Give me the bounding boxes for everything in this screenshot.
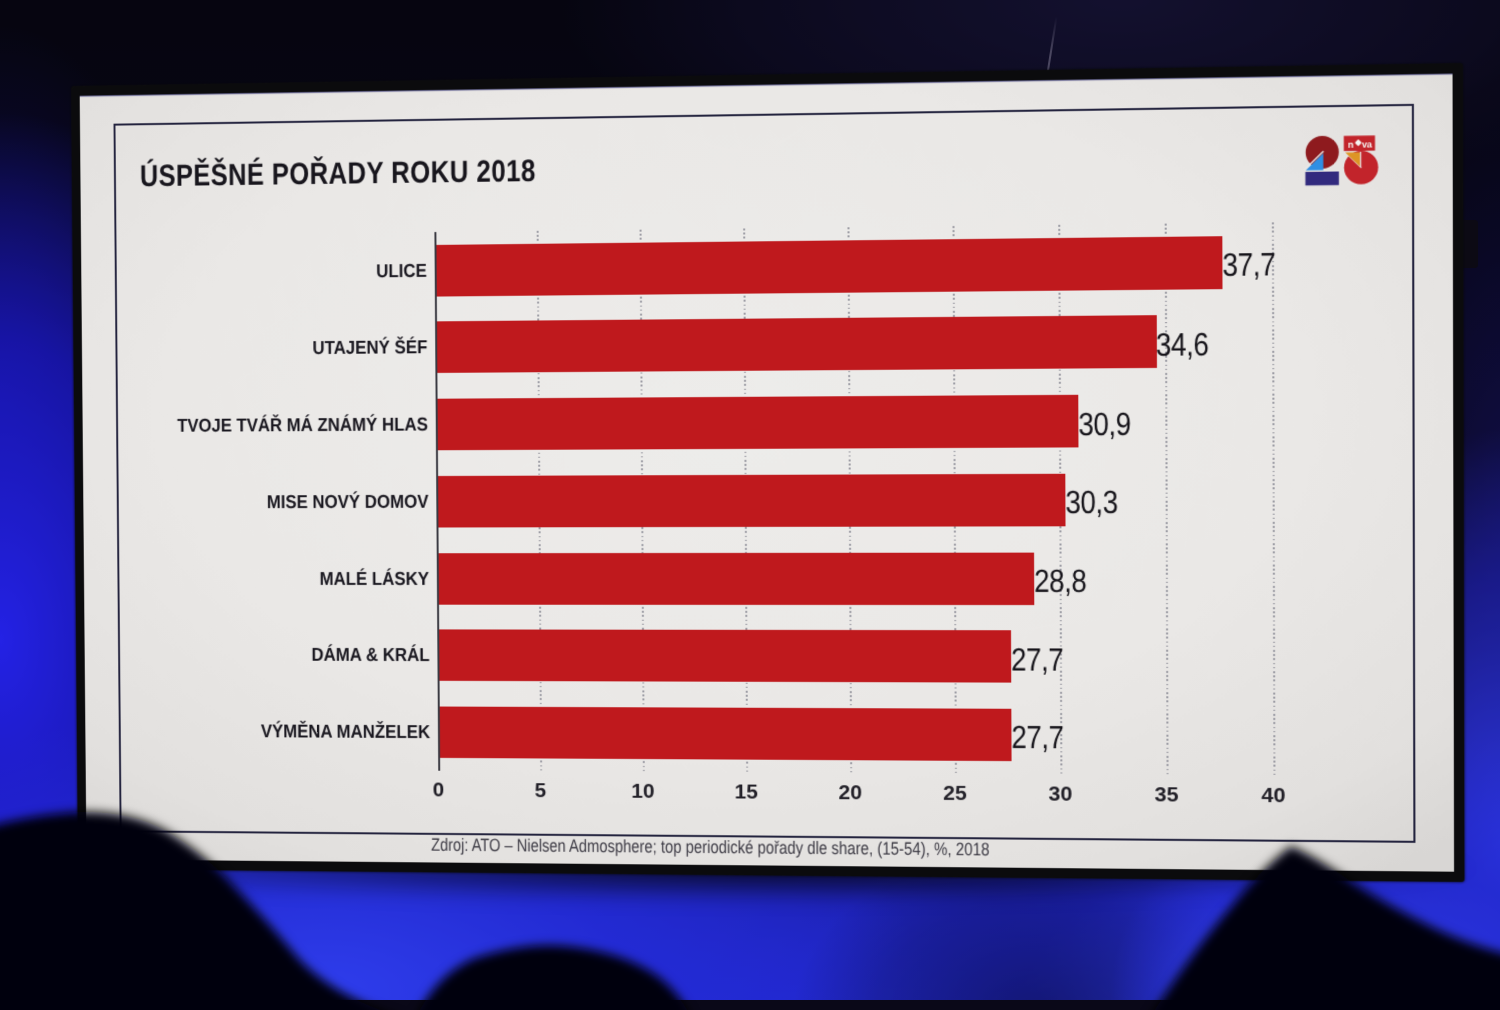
svg-text:n: n bbox=[1348, 139, 1354, 150]
svg-text:va: va bbox=[1362, 139, 1372, 150]
